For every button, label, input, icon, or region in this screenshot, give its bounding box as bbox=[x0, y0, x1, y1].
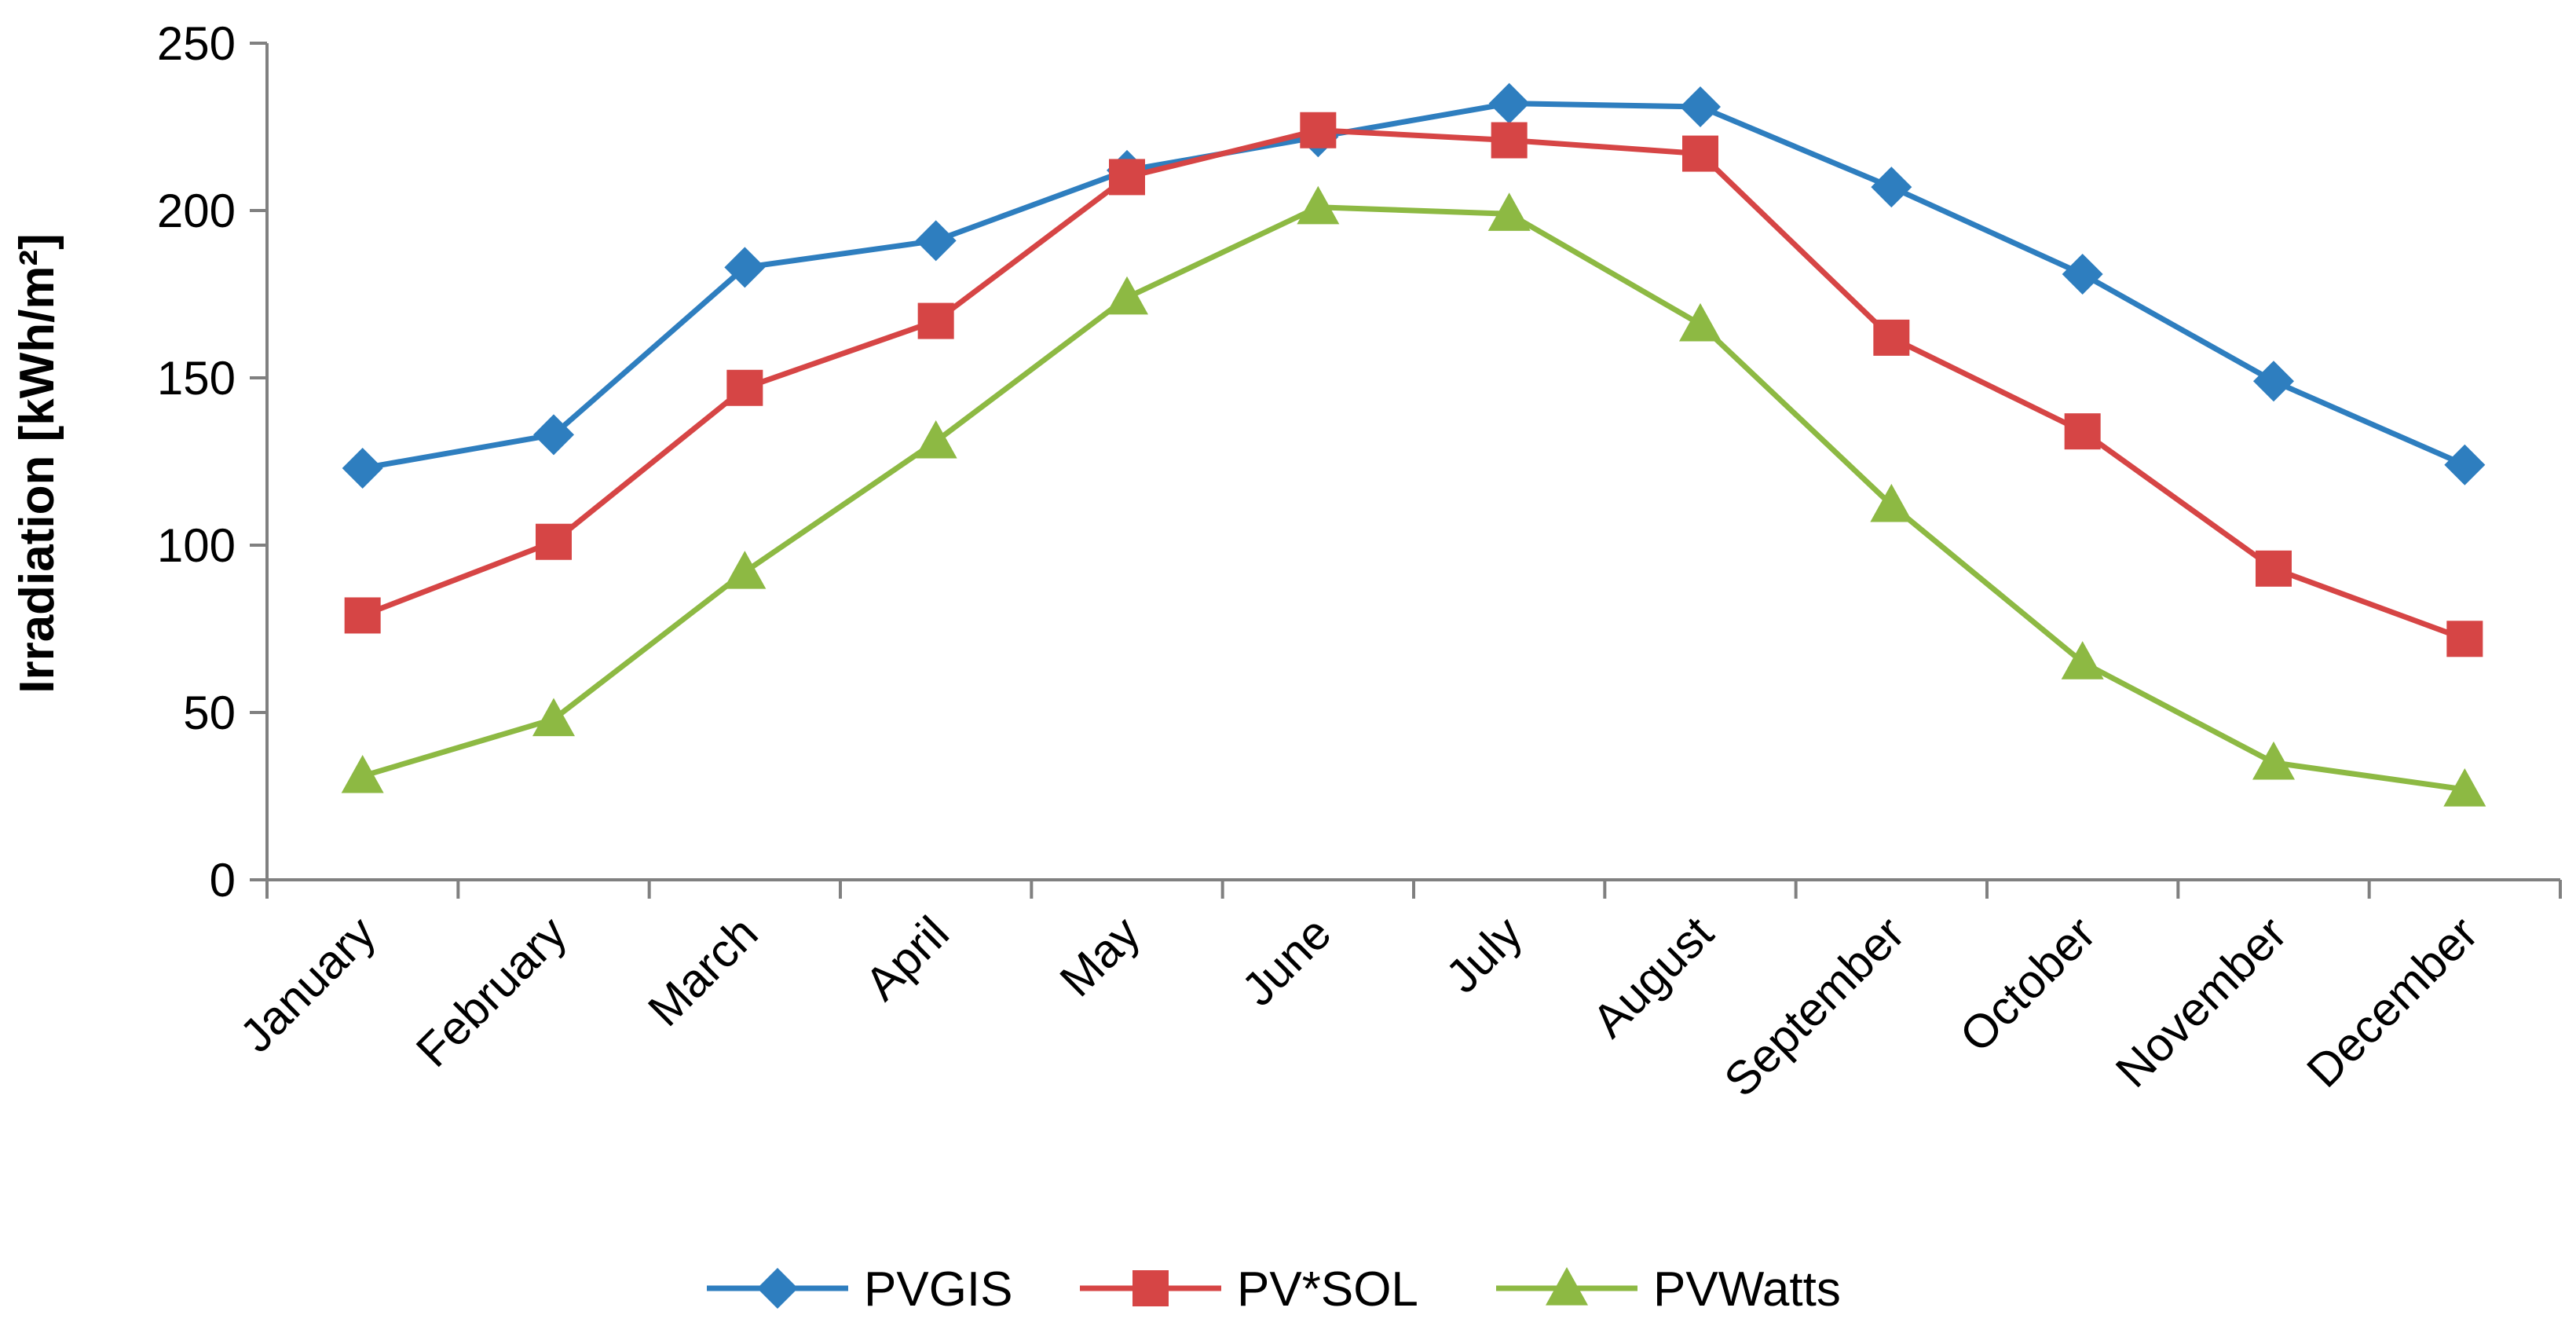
x-tick-label: January bbox=[230, 907, 386, 1062]
x-tick-label: December bbox=[2296, 907, 2487, 1097]
y-tick-label: 200 bbox=[157, 185, 236, 237]
series-pv-sol bbox=[344, 112, 2483, 658]
data-point bbox=[1682, 135, 1718, 172]
data-point bbox=[915, 220, 957, 262]
data-point bbox=[1680, 86, 1721, 127]
axes: 0 50 100 150 200 250 January February March April… bbox=[157, 17, 2562, 1107]
legend-label: PVGIS bbox=[864, 1262, 1013, 1317]
x-tick-label: November bbox=[2106, 907, 2296, 1097]
data-point bbox=[2064, 413, 2101, 450]
x-tick-label: July bbox=[1436, 907, 1532, 1003]
x-tick-label: April bbox=[855, 907, 959, 1010]
series-line bbox=[361, 204, 2465, 793]
legend-label: PV*SOL bbox=[1237, 1262, 1418, 1317]
data-point bbox=[2443, 767, 2486, 807]
data-point bbox=[1871, 167, 1912, 208]
x-tick-label: August bbox=[1583, 907, 1724, 1048]
data-point bbox=[1109, 159, 1145, 196]
y-tick-label: 150 bbox=[157, 352, 236, 405]
series-layer bbox=[341, 82, 2486, 807]
y-tick-label: 250 bbox=[157, 17, 236, 70]
y-tick-label: 0 bbox=[210, 854, 236, 907]
data-point bbox=[724, 247, 766, 288]
legend-marker bbox=[1132, 1270, 1169, 1306]
data-point bbox=[917, 302, 954, 339]
data-point bbox=[2256, 550, 2292, 587]
x-tick-label: June bbox=[1231, 907, 1341, 1016]
data-point bbox=[1488, 82, 1530, 124]
legend-item: PVGIS bbox=[707, 1262, 1013, 1317]
y-tick-label: 100 bbox=[157, 519, 236, 572]
data-point bbox=[536, 523, 572, 560]
data-point bbox=[1297, 185, 1340, 225]
legend-marker bbox=[757, 1268, 798, 1309]
data-point bbox=[2062, 253, 2103, 295]
data-point bbox=[1487, 192, 1531, 231]
data-point bbox=[342, 448, 383, 489]
legend: PVGIS PV*SOL PVWatts bbox=[707, 1262, 1841, 1317]
series-pvgis bbox=[342, 82, 2486, 489]
legend-item: PVWatts bbox=[1496, 1262, 1841, 1317]
legend-item: PV*SOL bbox=[1080, 1262, 1418, 1317]
data-point bbox=[1106, 276, 1148, 315]
y-tick-label: 50 bbox=[183, 687, 236, 739]
data-point bbox=[1300, 112, 1337, 148]
data-point bbox=[341, 754, 384, 793]
x-tick-label: September bbox=[1714, 907, 1915, 1107]
data-point bbox=[1491, 122, 1528, 159]
data-point bbox=[2253, 361, 2294, 402]
data-point bbox=[726, 369, 763, 406]
data-point bbox=[2444, 444, 2486, 485]
data-point bbox=[2446, 621, 2483, 658]
x-tick-label: February bbox=[406, 907, 576, 1077]
legend-label: PVWatts bbox=[1653, 1262, 1841, 1317]
data-point bbox=[1679, 302, 1722, 342]
legend-marker bbox=[1546, 1267, 1588, 1306]
series-pvwatts bbox=[341, 185, 2486, 807]
data-point bbox=[2061, 641, 2104, 679]
data-point bbox=[533, 414, 574, 456]
data-point bbox=[2252, 741, 2295, 780]
data-point bbox=[344, 597, 381, 634]
data-point bbox=[723, 551, 767, 589]
series-line bbox=[362, 101, 2466, 471]
x-tick-label: May bbox=[1050, 907, 1151, 1007]
series-line bbox=[361, 127, 2466, 642]
data-point bbox=[1870, 483, 1913, 522]
data-point bbox=[1873, 319, 1910, 356]
data-point bbox=[532, 698, 575, 737]
y-axis-title: Irradiation [kWh/m²] bbox=[10, 233, 64, 694]
x-tick-label: October bbox=[1950, 907, 2106, 1062]
data-point bbox=[914, 419, 957, 459]
x-tick-label: March bbox=[638, 907, 767, 1036]
